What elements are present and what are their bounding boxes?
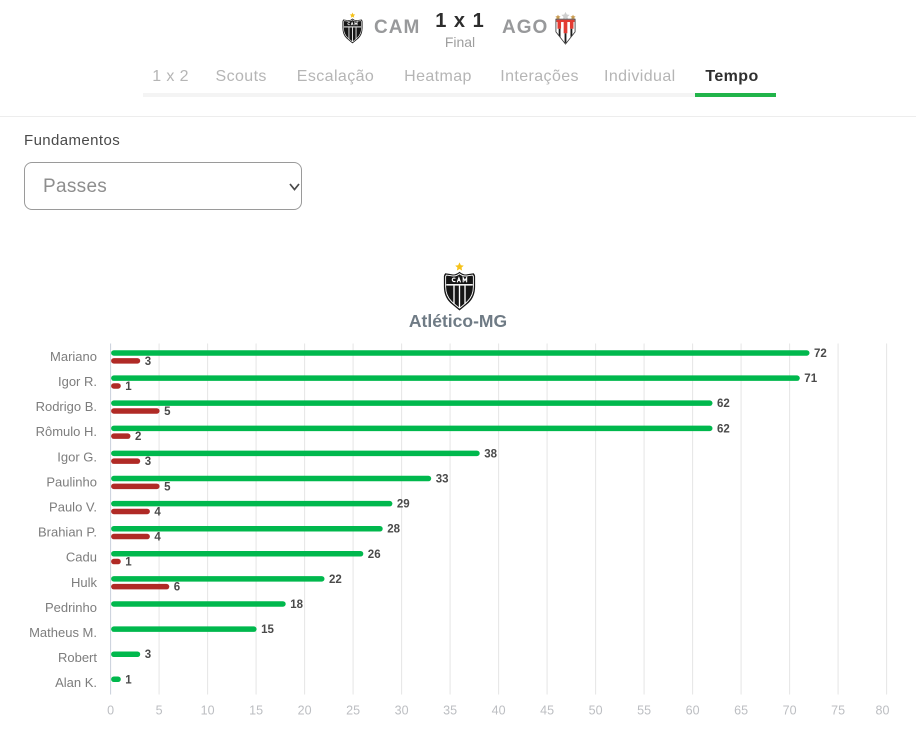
svg-text:3: 3 [145,456,151,468]
svg-text:1: 1 [125,381,132,393]
svg-text:Mariano: Mariano [50,349,97,364]
svg-text:Rômulo H.: Rômulo H. [36,424,97,439]
svg-text:45: 45 [540,704,554,718]
svg-text:5: 5 [164,406,171,418]
svg-text:35: 35 [443,704,457,718]
svg-text:72: 72 [814,348,827,360]
svg-text:70: 70 [783,704,797,718]
svg-text:20: 20 [298,704,312,718]
svg-text:Hulk: Hulk [71,575,98,590]
svg-text:0: 0 [107,704,114,718]
svg-text:2: 2 [135,431,141,443]
svg-text:26: 26 [368,549,381,561]
svg-text:28: 28 [387,524,400,536]
svg-text:10: 10 [201,704,215,718]
svg-text:Pedrinho: Pedrinho [45,600,97,615]
svg-text:5: 5 [164,481,171,493]
svg-text:15: 15 [261,624,274,636]
svg-text:1: 1 [125,557,132,569]
svg-text:4: 4 [154,532,161,544]
svg-text:3: 3 [145,649,151,661]
svg-text:Robert: Robert [58,650,97,665]
svg-text:30: 30 [395,704,409,718]
svg-text:71: 71 [804,373,817,385]
svg-text:75: 75 [831,704,845,718]
svg-text:Alan K.: Alan K. [55,675,97,690]
svg-text:18: 18 [290,599,303,611]
svg-text:5: 5 [156,704,163,718]
svg-text:1: 1 [125,674,132,686]
svg-text:3: 3 [145,356,151,368]
svg-text:Cadu: Cadu [66,550,97,565]
svg-text:22: 22 [329,574,342,586]
svg-text:Matheus M.: Matheus M. [29,625,97,640]
svg-text:62: 62 [717,423,730,435]
svg-text:40: 40 [492,704,506,718]
svg-text:80: 80 [876,704,890,718]
svg-text:Paulinho: Paulinho [46,474,97,489]
svg-text:Brahian P.: Brahian P. [38,525,97,540]
svg-text:50: 50 [589,704,603,718]
svg-text:Rodrigo B.: Rodrigo B. [36,399,97,414]
svg-text:25: 25 [346,704,360,718]
svg-text:38: 38 [484,448,497,460]
svg-text:65: 65 [734,704,748,718]
svg-text:55: 55 [637,704,651,718]
svg-text:15: 15 [249,704,263,718]
svg-text:Igor G.: Igor G. [57,449,97,464]
svg-text:62: 62 [717,398,730,410]
svg-text:Paulo V.: Paulo V. [49,500,97,515]
svg-text:Igor R.: Igor R. [58,374,97,389]
svg-text:29: 29 [397,499,410,511]
svg-text:60: 60 [686,704,700,718]
svg-text:33: 33 [436,474,449,486]
svg-text:6: 6 [174,582,180,594]
svg-text:4: 4 [154,506,161,518]
